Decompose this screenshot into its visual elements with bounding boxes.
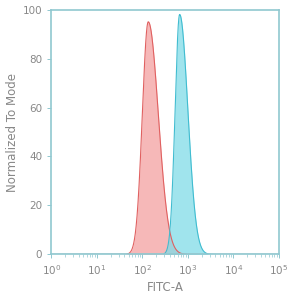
X-axis label: FITC-A: FITC-A (147, 281, 183, 294)
Y-axis label: Normalized To Mode: Normalized To Mode (6, 73, 19, 191)
